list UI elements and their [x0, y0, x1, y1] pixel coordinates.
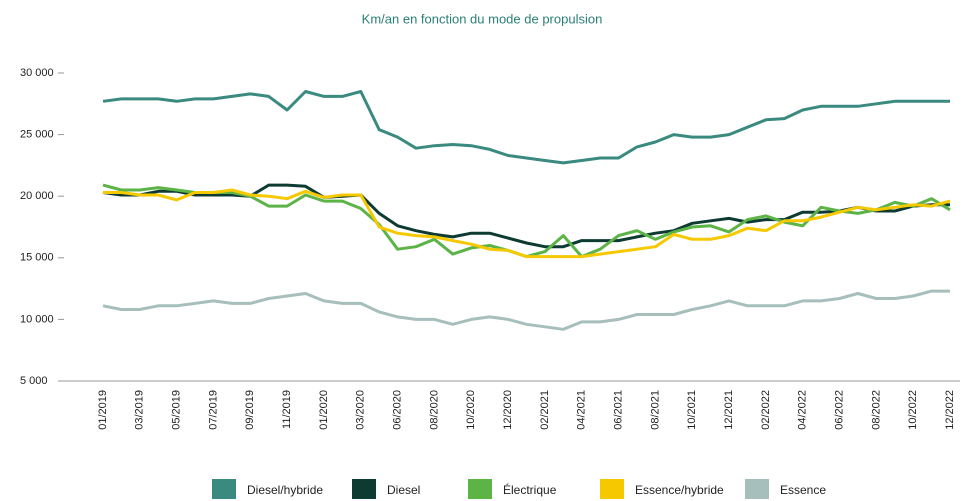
legend-label: Diesel: [387, 483, 420, 497]
x-tick-label: 02/2021: [539, 390, 551, 430]
y-tick-label: 30 000: [20, 67, 54, 79]
x-tick-label: 10/2020: [465, 390, 477, 430]
x-tick-label: 04/2021: [576, 390, 588, 430]
x-tick-label: 12/2021: [723, 390, 735, 430]
x-tick-label: 05/2019: [171, 390, 183, 430]
legend-swatch: [212, 479, 236, 499]
x-tick-label: 06/2021: [612, 390, 624, 430]
legend-swatch: [352, 479, 376, 499]
legend-swatch: [468, 479, 492, 499]
y-tick-label: 10 000: [20, 313, 54, 325]
legend-swatch: [745, 479, 769, 499]
legend-label: Diesel/hybride: [247, 483, 323, 497]
x-tick-label: 11/2019: [281, 390, 293, 429]
x-tick-label: 04/2022: [797, 390, 809, 430]
series-line: [102, 289, 950, 331]
x-tick-label: 08/2022: [870, 390, 882, 430]
x-tick-label: 08/2020: [428, 390, 440, 430]
legend-label: Essence/hybride: [635, 483, 724, 497]
x-tick-label: 08/2021: [649, 390, 661, 430]
x-tick-label: 10/2021: [686, 390, 698, 430]
x-tick-label: 06/2022: [833, 390, 845, 430]
legend-label: Essence: [780, 483, 826, 497]
x-tick-label: 03/2020: [355, 390, 367, 430]
legend-swatch: [600, 479, 624, 499]
x-tick-label: 10/2022: [907, 390, 919, 430]
legend-label: Électrique: [503, 482, 557, 497]
x-tick-label: 03/2019: [134, 390, 146, 430]
series-line: [102, 90, 950, 165]
y-tick-label: 5 000: [20, 375, 48, 387]
x-tick-label: 06/2020: [392, 390, 404, 430]
x-tick-label: 09/2019: [244, 390, 256, 430]
x-tick-label: 12/2020: [502, 390, 514, 430]
chart-title: Km/an en fonction du mode de propulsion: [362, 11, 603, 26]
x-tick-label: 01/2019: [97, 390, 109, 430]
x-tick-label: 01/2020: [318, 390, 330, 430]
series-line: [103, 188, 951, 259]
y-tick-label: 15 000: [20, 252, 54, 264]
y-tick-label: 20 000: [20, 190, 54, 202]
x-tick-label: 02/2022: [760, 390, 772, 430]
y-tick-label: 25 000: [20, 129, 54, 141]
x-tick-label: 07/2019: [207, 390, 219, 430]
x-tick-label: 12/2022: [944, 390, 956, 430]
